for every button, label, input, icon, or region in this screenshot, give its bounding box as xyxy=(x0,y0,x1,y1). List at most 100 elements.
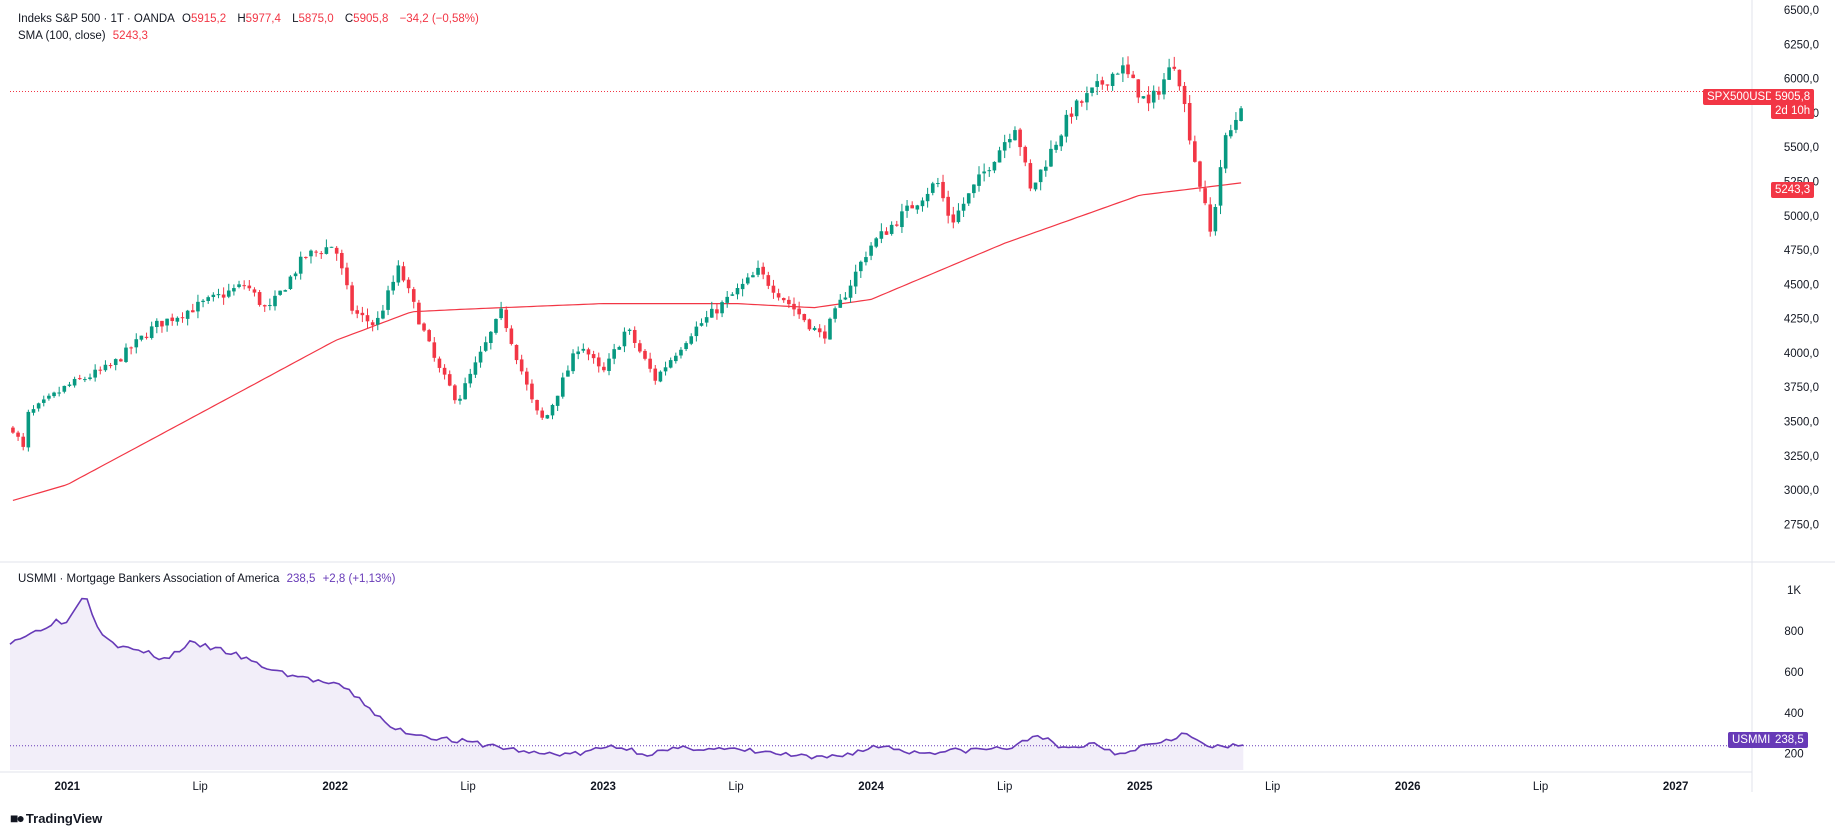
candle-body xyxy=(1228,130,1233,137)
candle-body xyxy=(242,285,246,287)
candle xyxy=(1085,86,1089,111)
candle xyxy=(715,303,719,320)
candle-body xyxy=(1054,144,1058,150)
candle-body xyxy=(113,359,118,366)
candle xyxy=(566,365,570,377)
candle-body xyxy=(1105,84,1110,86)
candle-body xyxy=(514,344,519,361)
candle xyxy=(119,358,123,362)
candle xyxy=(720,300,724,318)
candle xyxy=(1008,133,1012,149)
candle xyxy=(884,227,889,235)
tradingview-logo[interactable]: ■● TradingView xyxy=(10,810,102,826)
candle-body xyxy=(1049,148,1053,167)
candle-body xyxy=(196,301,200,312)
candle-body xyxy=(1095,81,1099,87)
candle-body xyxy=(432,342,437,358)
candle-body xyxy=(319,253,324,255)
candle xyxy=(473,356,478,378)
candle xyxy=(324,239,329,255)
candle xyxy=(627,328,632,335)
candle xyxy=(951,206,956,229)
candle xyxy=(350,281,354,315)
sma-label[interactable]: SMA (100, close) xyxy=(18,30,106,42)
candle xyxy=(920,197,925,212)
candle xyxy=(823,325,827,344)
candle xyxy=(334,246,339,261)
candle xyxy=(226,283,231,299)
candle-body xyxy=(894,224,899,226)
candle xyxy=(740,278,745,297)
candle-body xyxy=(36,403,41,409)
candle xyxy=(879,223,884,244)
candle-body xyxy=(1085,93,1089,103)
candle xyxy=(781,297,786,303)
candle xyxy=(643,348,647,361)
candle xyxy=(1151,85,1156,109)
candle-body xyxy=(694,326,699,337)
countdown-tag: 2d 10h xyxy=(1771,103,1815,119)
candle xyxy=(52,391,56,398)
candle-body xyxy=(1157,91,1161,95)
candle xyxy=(458,395,462,405)
symbol-label[interactable]: Indeks S&P 500 · 1T · OANDA xyxy=(18,13,175,25)
candle xyxy=(1182,82,1187,113)
candle-body xyxy=(119,359,123,362)
candle xyxy=(437,356,442,373)
candle-body xyxy=(375,317,380,325)
candle xyxy=(463,377,467,400)
candle-body xyxy=(560,377,565,397)
candle xyxy=(694,321,699,342)
candle-body xyxy=(252,289,257,293)
candle-body xyxy=(1198,161,1202,187)
candle xyxy=(1038,169,1043,191)
candle-body xyxy=(494,318,498,333)
candle xyxy=(1028,159,1033,192)
candle-body xyxy=(216,294,221,296)
candle xyxy=(1239,106,1243,122)
candle-body xyxy=(1126,64,1130,75)
candle xyxy=(838,294,843,308)
candle xyxy=(961,197,966,217)
candle xyxy=(1203,180,1207,206)
candle-body xyxy=(992,161,997,171)
candle xyxy=(1193,135,1197,163)
candle-body xyxy=(1193,141,1197,162)
candle xyxy=(658,370,663,383)
candle xyxy=(535,399,539,415)
candle-body xyxy=(1100,80,1105,85)
candle-body xyxy=(1239,108,1243,122)
candle xyxy=(442,364,447,380)
usmmi-label[interactable]: USMMI · Mortgage Bankers Association of … xyxy=(18,573,280,585)
candle xyxy=(113,358,118,371)
candle-body xyxy=(1136,79,1141,98)
candle xyxy=(1105,84,1110,91)
candle xyxy=(216,288,221,299)
candle xyxy=(62,385,67,394)
candle xyxy=(689,333,694,346)
candle-body xyxy=(314,251,318,253)
candle xyxy=(237,280,241,289)
candle xyxy=(1115,72,1120,75)
candle-body xyxy=(566,370,570,377)
candle xyxy=(88,373,92,381)
candle-body xyxy=(884,231,889,235)
candle xyxy=(519,354,524,375)
candle xyxy=(586,347,591,361)
price-axis-label: 4750,0 xyxy=(1784,245,1819,257)
candle xyxy=(489,330,493,350)
candle xyxy=(16,430,20,441)
candle-body xyxy=(386,290,390,310)
candle xyxy=(997,146,1002,163)
candle-body xyxy=(571,353,575,372)
candle-body xyxy=(771,285,776,293)
candle-body xyxy=(211,294,216,298)
price-axis-label: 6000,0 xyxy=(1784,74,1819,86)
candle-body xyxy=(1115,73,1120,75)
time-axis-label: 2027 xyxy=(1663,781,1689,793)
time-axis-label: 2024 xyxy=(858,781,884,793)
open-value: 5915,2 xyxy=(190,13,227,25)
candle-body xyxy=(422,323,426,331)
candle xyxy=(946,190,950,224)
